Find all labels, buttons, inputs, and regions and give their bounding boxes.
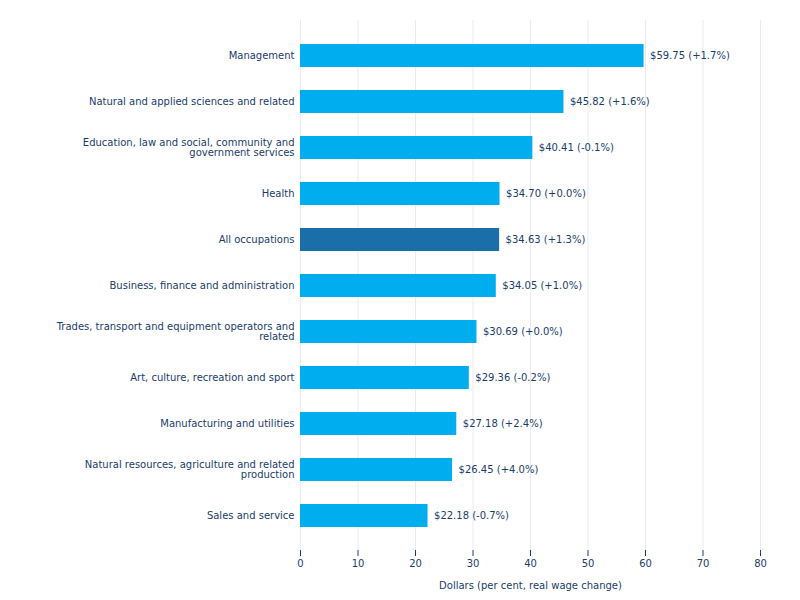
svg-text:80: 80 [754,558,767,569]
svg-text:$27.18 (+2.4%): $27.18 (+2.4%) [463,418,543,429]
svg-text:Management: Management [229,50,295,61]
svg-text:Art, culture, recreation and s: Art, culture, recreation and sport [130,372,294,383]
svg-text:Trades, transport and equipmen: Trades, transport and equipment operator… [56,321,295,342]
svg-text:Health: Health [262,188,295,199]
svg-text:$34.05 (+1.0%): $34.05 (+1.0%) [502,280,582,291]
svg-text:$40.41 (-0.1%): $40.41 (-0.1%) [539,142,614,153]
svg-text:70: 70 [697,558,710,569]
svg-text:40: 40 [524,558,537,569]
svg-text:Education, law and social, com: Education, law and social, community and… [83,137,295,158]
svg-text:Business, finance and administ: Business, finance and administration [109,280,294,291]
svg-text:30: 30 [467,558,480,569]
svg-text:Sales and service: Sales and service [207,510,295,521]
svg-text:$59.75 (+1.7%): $59.75 (+1.7%) [650,50,730,61]
svg-text:$34.70 (+0.0%): $34.70 (+0.0%) [506,188,586,199]
svg-text:Natural resources, agriculture: Natural resources, agriculture and relat… [85,459,295,480]
svg-text:$29.36 (-0.2%): $29.36 (-0.2%) [475,372,550,383]
svg-text:60: 60 [639,558,652,569]
svg-text:Dollars (per cent, real wage c: Dollars (per cent, real wage change) [439,580,622,591]
svg-text:$30.69 (+0.0%): $30.69 (+0.0%) [483,326,563,337]
svg-text:$45.82 (+1.6%): $45.82 (+1.6%) [570,96,650,107]
svg-text:Natural and applied sciences a: Natural and applied sciences and related [89,96,295,107]
svg-text:All occupations: All occupations [219,234,295,245]
svg-text:Manufacturing and utilities: Manufacturing and utilities [160,418,294,429]
svg-text:0: 0 [297,558,303,569]
svg-text:$26.45 (+4.0%): $26.45 (+4.0%) [459,464,539,475]
svg-text:10: 10 [352,558,365,569]
svg-text:20: 20 [409,558,422,569]
svg-text:$22.18 (-0.7%): $22.18 (-0.7%) [434,510,509,521]
svg-text:$34.63 (+1.3%): $34.63 (+1.3%) [506,234,586,245]
svg-text:50: 50 [582,558,595,569]
